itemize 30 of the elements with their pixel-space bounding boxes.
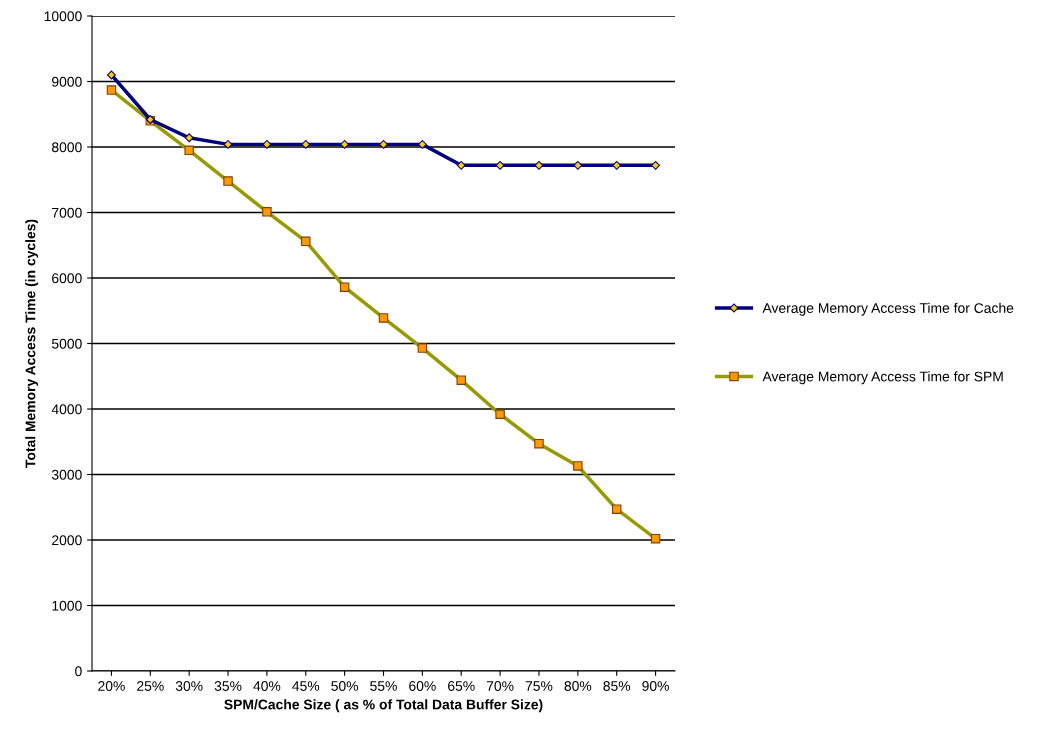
y-tick-label: 2000	[52, 535, 82, 546]
x-tick-label: 25%	[137, 681, 164, 691]
x-axis-title: SPM/Cache Size ( as % of Total Data Buffer Size)	[224, 699, 543, 713]
x-tick-label: 85%	[603, 681, 631, 691]
x-tick-label: 45%	[292, 681, 320, 691]
y-tick-label: 4000	[51, 404, 82, 415]
y-tick-label: 0	[75, 666, 82, 677]
legend-label: Average Memory Access Time for Cache	[762, 302, 1014, 316]
legend-label: Average Memory Access Time for SPM	[762, 371, 1003, 385]
y-tick-label: 5000	[51, 338, 82, 349]
x-tick-label: 90%	[642, 681, 669, 691]
y-axis-title: Total Memory Access Time (in cycles)	[25, 219, 39, 468]
x-tick-label: 70%	[486, 681, 514, 691]
y-tick-label: 6000	[52, 273, 82, 284]
x-tick-label: 30%	[175, 681, 203, 691]
y-tick-label: 3000	[51, 469, 82, 480]
x-tick-label: 80%	[564, 681, 592, 691]
x-tick-label: 75%	[525, 681, 553, 691]
y-tick-label: 9000	[52, 76, 82, 87]
x-tick-label: 65%	[448, 681, 475, 691]
y-tick-label: 7000	[52, 207, 82, 218]
x-tick-label: 40%	[253, 681, 281, 691]
x-tick-label: 35%	[214, 681, 242, 691]
y-tick-label: 10000	[44, 11, 82, 22]
y-tick-label: 1000	[52, 600, 82, 611]
x-tick-label: 55%	[370, 681, 397, 691]
y-tick-label: 8000	[51, 142, 82, 153]
x-tick-label: 50%	[331, 681, 359, 691]
x-tick-label: 60%	[409, 681, 436, 691]
x-tick-label: 20%	[98, 681, 125, 691]
